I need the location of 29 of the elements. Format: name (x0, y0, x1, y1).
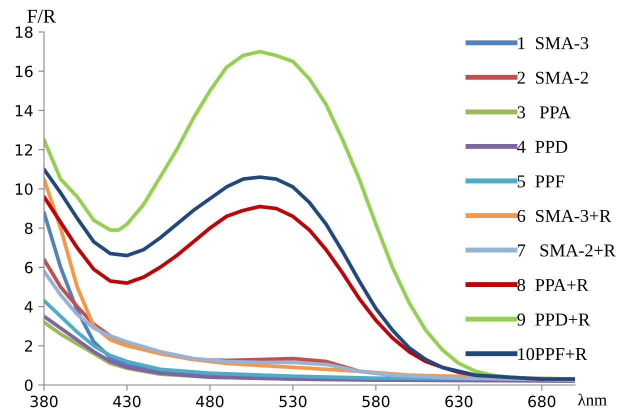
x-tick-label: 480 (196, 396, 224, 408)
y-tick-label: 6 (24, 262, 33, 274)
y-axis-title: F/R (27, 10, 56, 23)
legend-label: 4 PPD (517, 140, 568, 153)
legend-label: 10PPF+R (518, 348, 588, 360)
x-tick-label: 430 (113, 396, 141, 408)
legend-label: 9 PPD+R (517, 313, 590, 326)
y-tick-label: 8 (24, 222, 33, 234)
x-tick-label: 630 (445, 396, 472, 408)
x-axis-title: λnm (578, 394, 607, 406)
y-tick-label: 14 (16, 105, 33, 116)
y-tick-label: 4 (24, 301, 33, 312)
y-tick-label: 16 (16, 66, 33, 78)
y-tick-label: 10 (16, 183, 33, 195)
y-tick-label: 2 (24, 340, 32, 352)
legend-label: 7 SMA-2+R (518, 244, 616, 257)
x-tick-label: 580 (362, 396, 390, 408)
legend-label: 6 SMA-3+R (518, 210, 612, 222)
legend-label: 2 SMA-2 (518, 72, 588, 84)
legend-label: 5 PPF (518, 175, 564, 188)
y-tick-label: 0 (24, 379, 33, 392)
y-tick-label: 18 (16, 26, 33, 38)
x-tick-label: 380 (30, 396, 58, 408)
legend-label: 8 PPA+R (517, 278, 588, 292)
x-tick-label: 530 (280, 396, 306, 408)
y-tick-label: 12 (16, 144, 32, 156)
legend-label: 1 SMA-3 (518, 37, 588, 50)
legend-label: 3 PPA (518, 106, 571, 118)
x-tick-label: 680 (528, 396, 556, 408)
